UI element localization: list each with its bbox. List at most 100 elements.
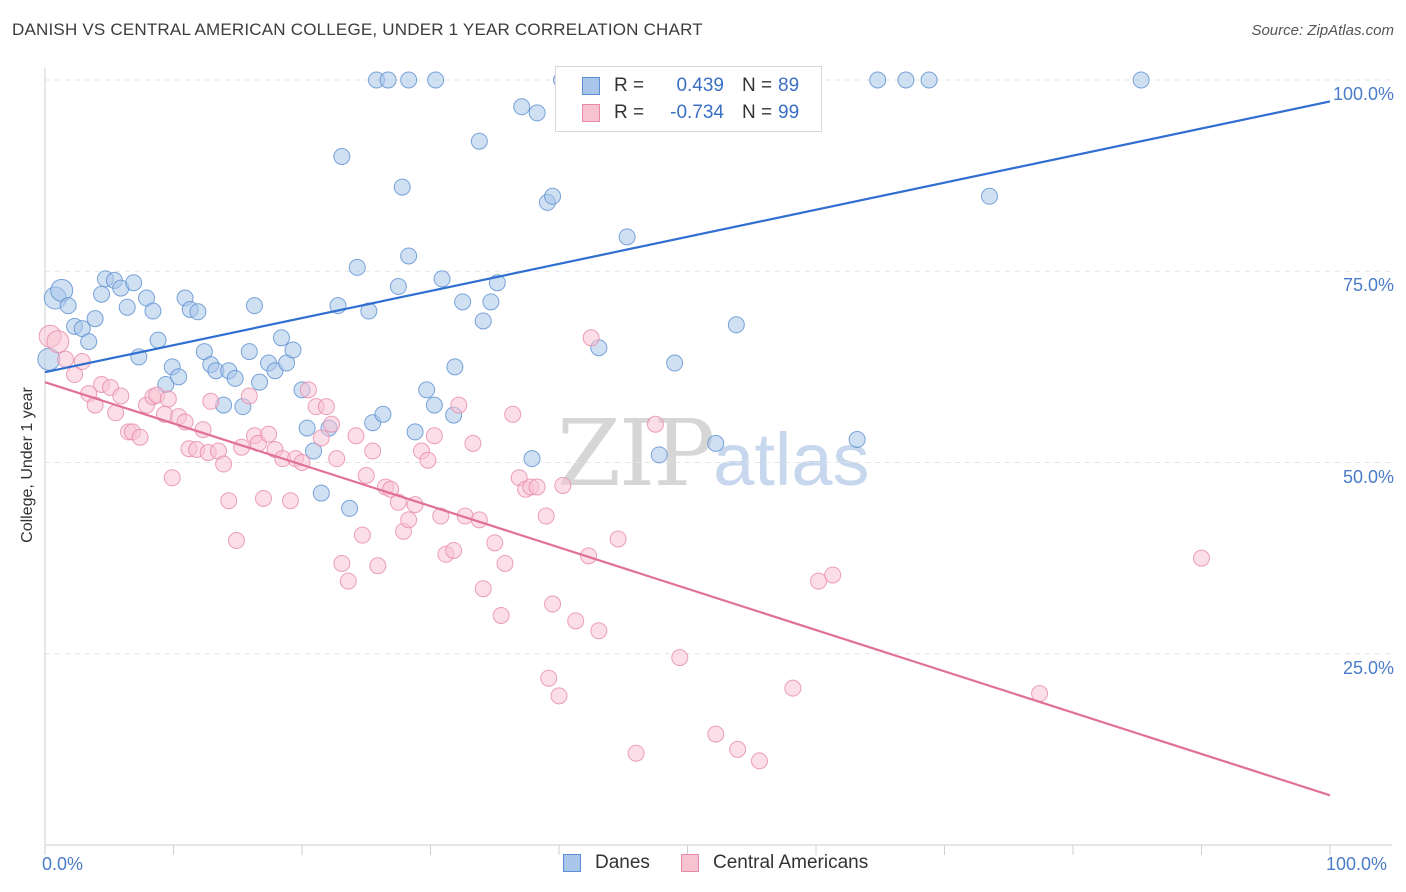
central-americans-point xyxy=(504,405,522,423)
central-americans-point xyxy=(550,687,568,705)
legend-n-label: N = xyxy=(742,75,773,96)
legend-label-danes: Danes xyxy=(595,852,650,873)
danes-point xyxy=(544,187,562,205)
central-americans-point xyxy=(57,350,75,368)
danes-point xyxy=(666,354,684,372)
danes-point xyxy=(1132,71,1150,89)
central-americans-point xyxy=(333,554,351,572)
central-americans-point xyxy=(544,595,562,613)
central-americans-point xyxy=(590,622,608,640)
y-tick-label: 75.0% xyxy=(1342,275,1394,296)
central-americans-point xyxy=(400,511,418,529)
danes-point xyxy=(118,298,136,316)
danes-point xyxy=(251,373,269,391)
danes-trend-line xyxy=(44,100,1331,374)
central-americans-point xyxy=(281,492,299,510)
danes-point xyxy=(528,104,546,122)
central-americans-point xyxy=(364,442,382,460)
danes-point xyxy=(474,312,492,330)
danes-point xyxy=(125,274,143,292)
central-americans-point xyxy=(554,476,572,494)
central-americans-point xyxy=(112,387,130,405)
danes-point xyxy=(482,293,500,311)
central-americans-point xyxy=(492,607,510,624)
danes-point xyxy=(389,278,407,296)
danes-point xyxy=(144,302,162,320)
legend-item-danes[interactable]: Danes xyxy=(563,852,650,874)
danes-point xyxy=(400,71,418,89)
central-americans-point xyxy=(425,427,443,445)
legend-n-label: N = xyxy=(742,102,773,123)
central-americans-point xyxy=(227,532,245,550)
danes-point xyxy=(454,293,472,311)
x-tick-min: 0.0% xyxy=(42,854,84,874)
x-tick-max: 100.0% xyxy=(1326,854,1388,874)
chart-title: DANISH VS CENTRAL AMERICAN COLLEGE, UNDE… xyxy=(12,20,703,39)
danes-point xyxy=(93,285,111,303)
legend-r-label: R = xyxy=(614,75,645,96)
central-americans-point xyxy=(810,572,828,590)
central-americans-point xyxy=(537,507,555,525)
central-americans-point xyxy=(707,725,725,743)
central-americans-point xyxy=(317,398,335,416)
central-americans-point xyxy=(347,427,365,445)
central-americans-point xyxy=(353,526,371,544)
central-americans-point xyxy=(357,467,375,485)
series-legend: Danes Central Americans xyxy=(0,852,1406,876)
danes-point xyxy=(727,316,745,334)
danes-point xyxy=(427,71,445,89)
central-americans-trend-line xyxy=(44,381,1331,797)
central-americans-point xyxy=(671,649,689,667)
central-americans-point xyxy=(240,387,258,405)
legend-item-central-americans[interactable]: Central Americans xyxy=(681,852,868,874)
central-americans-point xyxy=(824,566,842,584)
danes-point xyxy=(897,71,915,89)
central-americans-point xyxy=(609,530,627,548)
watermark-zip: ZIP xyxy=(557,400,715,507)
danes-point xyxy=(341,499,359,517)
central-americans-point xyxy=(784,679,802,697)
watermark: ZIPatlas xyxy=(557,400,869,507)
danes-point xyxy=(446,358,464,376)
danes-point xyxy=(379,71,397,89)
central-americans-point xyxy=(627,744,645,762)
central-americans-point xyxy=(445,541,463,559)
danes-point xyxy=(433,270,451,288)
central-americans-point xyxy=(312,429,330,447)
danes-point xyxy=(848,431,866,449)
danes-point xyxy=(170,368,188,386)
danes-point xyxy=(272,329,290,347)
legend-row-danes: R = 0.439 N = 89 xyxy=(582,73,799,99)
watermark-atlas: atlas xyxy=(713,418,870,501)
danes-point xyxy=(298,419,316,437)
central-americans-point xyxy=(450,396,468,414)
central-americans-point xyxy=(389,493,407,511)
danes-point xyxy=(312,484,330,502)
central-americans-point xyxy=(474,580,492,598)
danes-point xyxy=(59,297,77,315)
legend-row-central-americans: R = -0.734 N = 99 xyxy=(582,100,799,126)
danes-point xyxy=(980,187,998,205)
danes-point xyxy=(245,297,263,315)
legend-r-value: -0.734 xyxy=(670,102,724,123)
central-americans-point xyxy=(328,450,346,468)
danes-point xyxy=(149,331,167,349)
danes-point xyxy=(226,369,244,387)
central-americans-point xyxy=(646,415,664,433)
central-americans-point xyxy=(369,557,387,575)
legend-n-value: 99 xyxy=(778,102,800,123)
danes-point xyxy=(80,333,98,351)
danes-point xyxy=(305,442,323,460)
central-americans-point xyxy=(254,489,272,507)
y-tick-label: 25.0% xyxy=(1342,657,1394,678)
central-americans-point xyxy=(260,425,278,443)
legend-r-label: R = xyxy=(614,102,645,123)
central-americans-point xyxy=(382,480,400,498)
chart-source: Source: ZipAtlas.com xyxy=(1251,22,1394,39)
central-americans-point xyxy=(163,469,181,487)
legend-label-central-americans: Central Americans xyxy=(713,852,869,873)
central-americans-point xyxy=(299,381,317,399)
danes-point xyxy=(400,247,418,265)
central-americans-point xyxy=(528,478,546,496)
central-americans-point xyxy=(582,329,600,347)
